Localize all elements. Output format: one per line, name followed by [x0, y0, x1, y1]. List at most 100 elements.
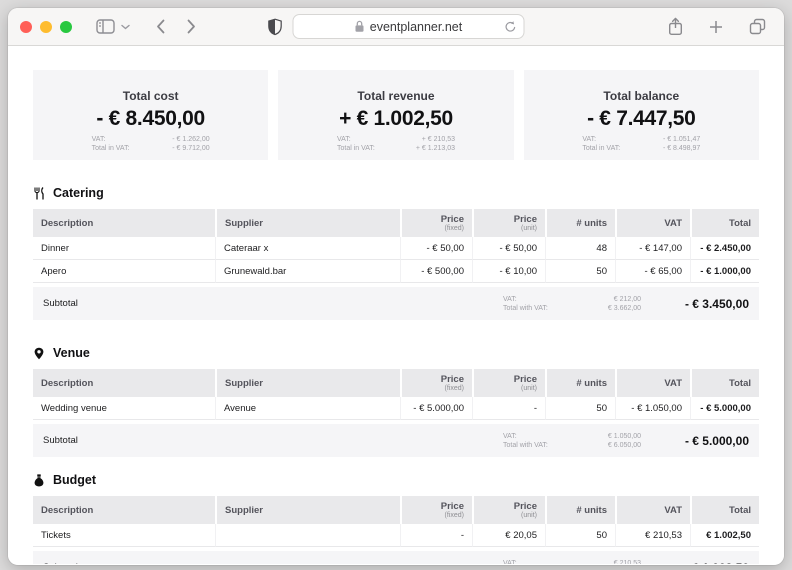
sidebar-toggle-button[interactable] — [90, 14, 121, 40]
table-header: Description Supplier Price (fixed) Price(… — [33, 209, 759, 237]
forward-button[interactable] — [181, 14, 202, 40]
chevron-down-icon — [121, 24, 130, 30]
table-row[interactable]: Apero Grunewald.bar - € 500,00 - € 10,00… — [33, 260, 759, 283]
section-catering: Catering Description Supplier Price (fixe… — [33, 186, 759, 320]
zoom-window-button[interactable] — [60, 20, 72, 33]
subtotal-vat-label: VAT: — [503, 432, 517, 440]
total-in-vat-label: Total in VAT: — [91, 145, 130, 152]
col-description: Description — [33, 209, 215, 237]
page-content: Total cost - € 8.450,00 VAT: - € 1.262,00… — [8, 46, 784, 564]
forward-icon — [187, 19, 196, 34]
subtotal-vat-value: € 210,53 — [613, 559, 641, 565]
window-controls — [20, 20, 72, 33]
map-pin-icon — [33, 347, 45, 360]
total-in-vat-value: + € 1.213,03 — [415, 145, 455, 152]
subtotal-row: Subtotal VAT: € 1.050,00 Total with VAT: €… — [33, 424, 759, 457]
share-icon — [668, 17, 683, 36]
total-in-vat-value: - € 9.712,00 — [172, 145, 210, 152]
tab-overview-button[interactable] — [743, 14, 772, 40]
col-description: Description — [33, 369, 215, 397]
col-price-fixed: Price (fixed) — [400, 209, 472, 237]
tabs-icon — [749, 18, 766, 35]
total-revenue-card: Total revenue + € 1.002,50 VAT: + € 210,5… — [278, 70, 514, 160]
subtotal-vat-label: VAT: — [503, 559, 517, 565]
col-supplier: Supplier — [215, 369, 400, 397]
sidebar-icon — [96, 19, 115, 34]
col-units: # units — [545, 496, 615, 524]
address-bar[interactable]: eventplanner.net — [292, 14, 525, 39]
col-price-unit: Price (unit) — [472, 496, 545, 524]
close-window-button[interactable] — [20, 20, 32, 33]
subtotal-label: Subtotal — [43, 435, 78, 446]
reload-button[interactable] — [505, 20, 517, 33]
col-price-unit: Price (unit) — [472, 369, 545, 397]
subtotal-total: + € 1.002,50 — [657, 561, 749, 565]
share-button[interactable] — [662, 14, 689, 40]
utensils-icon — [33, 186, 45, 200]
col-units: # units — [545, 369, 615, 397]
vat-value: + € 210,53 — [421, 136, 455, 143]
col-price-unit: Price (unit) — [472, 209, 545, 237]
section-title: Venue — [53, 346, 90, 360]
subtotal-row: Subtotal VAT: € 212,00 Total with VAT: € 3… — [33, 287, 759, 320]
col-description: Description — [33, 496, 215, 524]
vat-label: VAT: — [582, 136, 597, 143]
back-icon — [156, 19, 165, 34]
section-budget: Budget Description Supplier Price (fixed)… — [33, 473, 759, 564]
vat-value: - € 1.262,00 — [172, 136, 210, 143]
total-cost-card: Total cost - € 8.450,00 VAT: - € 1.262,00… — [33, 70, 269, 160]
subtotal-vat-label: VAT: — [503, 295, 517, 303]
url-text: eventplanner.net — [369, 19, 463, 34]
money-bag-icon — [33, 473, 45, 487]
col-vat: VAT — [615, 209, 690, 237]
col-total: Total — [690, 209, 759, 237]
section-title: Budget — [53, 473, 97, 487]
new-tab-button[interactable] — [703, 14, 729, 40]
col-supplier: Supplier — [215, 209, 400, 237]
subtotal-label: Subtotal — [43, 562, 503, 564]
vat-label: VAT: — [91, 136, 106, 143]
card-amount: + € 1.002,50 — [339, 107, 453, 130]
card-amount: - € 7.447,50 — [587, 107, 696, 130]
subtotal-vat-value: € 1.050,00 — [607, 432, 641, 440]
total-in-vat-label: Total in VAT: — [336, 145, 375, 152]
section-venue: Venue Description Supplier Price (fixed) … — [33, 346, 759, 457]
subtotal-twv-label: Total with VAT: — [503, 304, 548, 312]
table-row[interactable]: Wedding venue Avenue - € 5.000,00 - 50 -… — [33, 397, 759, 420]
summary-cards: Total cost - € 8.450,00 VAT: - € 1.262,00… — [33, 70, 759, 160]
subtotal-total: - € 3.450,00 — [684, 296, 749, 311]
col-vat: VAT — [615, 496, 690, 524]
safari-window: eventplanner.net — [8, 8, 784, 565]
col-total: Total — [690, 496, 759, 524]
plus-icon — [709, 20, 723, 34]
shield-icon — [268, 18, 283, 36]
subtotal-twv-label: Total with VAT: — [503, 441, 548, 449]
card-title: Total balance — [603, 89, 680, 103]
col-vat: VAT — [615, 369, 690, 397]
subtotal-label: Subtotal — [43, 298, 78, 309]
subtotal-twv-value: € 6.050,00 — [607, 441, 641, 449]
table-header: Description Supplier Price (fixed) Price(… — [33, 496, 759, 524]
col-price-fixed: Price (fixed) — [400, 369, 472, 397]
subtotal-vat-value: € 212,00 — [613, 295, 641, 303]
col-price-fixed: Price (fixed) — [400, 496, 472, 524]
subtotal-twv-value: € 3.662,00 — [607, 304, 641, 312]
total-in-vat-value: - € 8.498,97 — [662, 145, 701, 152]
section-title: Catering — [53, 186, 104, 200]
minimize-window-button[interactable] — [40, 20, 52, 33]
lock-icon — [355, 20, 365, 33]
vat-value: - € 1.051,47 — [662, 136, 701, 143]
card-title: Total revenue — [357, 89, 435, 103]
sidebar-menu-button[interactable] — [121, 14, 136, 40]
table-row[interactable]: Dinner Cateraar x - € 50,00 - € 50,00 48… — [33, 237, 759, 260]
total-balance-card: Total balance - € 7.447,50 VAT: - € 1.051… — [523, 70, 759, 160]
table-row[interactable]: Tickets - € 20,05 50 € 210,53 € 1.002,50 — [33, 524, 759, 547]
col-supplier: Supplier — [215, 496, 400, 524]
privacy-report-button[interactable] — [268, 14, 283, 40]
back-button[interactable] — [150, 14, 171, 40]
vat-label: VAT: — [336, 136, 351, 143]
total-in-vat-label: Total in VAT: — [582, 145, 621, 152]
browser-toolbar: eventplanner.net — [8, 8, 784, 46]
col-units: # units — [545, 209, 615, 237]
